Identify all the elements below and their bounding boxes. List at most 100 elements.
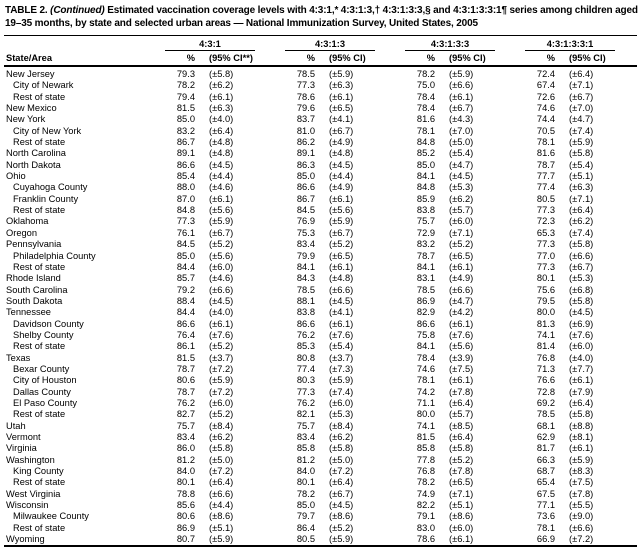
ci-cell: (±4.8) (209, 137, 234, 148)
pct-cell: 78.1 (536, 137, 556, 148)
ci-cell: (±6.6) (449, 80, 474, 91)
pct-cell: 83.4 (296, 432, 315, 442)
ci-cell: (±6.1) (449, 261, 474, 272)
column-group-431331: 4:3:1:3:3:1 (517, 36, 637, 51)
area-cell: Oregon (6, 227, 38, 238)
ci-cell: (±7.2) (569, 534, 594, 545)
pct-cell: 85.4 (176, 171, 195, 182)
pct-cell: 74.4 (536, 114, 556, 125)
pct-cell: 78.2 (296, 488, 315, 499)
ci-cell: (±4.8) (329, 148, 354, 159)
area-cell: Rhode Island (6, 273, 61, 284)
ci-cell: (±5.8) (569, 295, 594, 306)
ci-cell: (±6.1) (329, 318, 354, 329)
column-group-4313-label: 4:3:1:3 (285, 39, 376, 51)
ci-cell: (±6.0) (449, 522, 474, 533)
ci-cell: (±7.6) (569, 329, 594, 340)
ci-cell: (±5.2) (209, 341, 234, 352)
pct-cell: 76.1 (176, 227, 195, 238)
pct-cell: 86.3 (296, 159, 315, 170)
area-cell: Philadelphia County (13, 250, 96, 261)
ci-cell: (±6.1) (209, 193, 234, 204)
ci-cell: (±6.3) (569, 182, 594, 193)
series-header-row: 4:3:1 4:3:1:3 4:3:1:3:3 4:3:1:3:3:1 (4, 36, 637, 51)
table-row: Davidson County 86.6 (±6.1) 86.6 (±6.1) 86.6 (… (4, 319, 637, 330)
pct-cell: 76.2 (176, 397, 195, 408)
area-cell: Texas (6, 352, 31, 363)
pct-cell: 77.4 (296, 363, 315, 374)
pct-cell: 84.3 (296, 273, 315, 284)
table-title-prefix: TABLE 2. (5, 5, 48, 16)
pct-cell: 81.6 (536, 148, 556, 159)
ci-cell: (±5.1) (209, 522, 234, 533)
pct-cell: 88.4 (176, 295, 195, 306)
ci-cell: (±6.5) (329, 250, 354, 261)
ci-cell: (±6.0) (449, 216, 474, 227)
pct-cell: 76.9 (296, 216, 315, 227)
pct-cell: 80.5 (296, 534, 315, 545)
ci-cell: (±7.6) (449, 329, 474, 340)
ci-cell: (±8.6) (329, 511, 354, 522)
table-row: Rest of state 80.1 (±6.4) 80.1 (±6.4) 78.2 (±6… (4, 477, 637, 488)
pct-cell: 62.9 (536, 432, 556, 442)
area-cell: Virginia (6, 443, 37, 454)
ci-cell: (±4.5) (329, 295, 354, 306)
pct-cell: 85.2 (416, 148, 436, 159)
pct-cell: 85.0 (176, 250, 195, 261)
ci-cell: (±6.7) (209, 227, 234, 238)
pct-cell: 74.1 (536, 329, 556, 340)
ci-cell: (±5.2) (449, 239, 474, 250)
pct-cell: 77.3 (536, 239, 556, 250)
pct-cell: 80.1 (536, 273, 556, 284)
area-cell: Wyoming (6, 534, 45, 545)
area-cell: New York (6, 114, 46, 125)
table-row: Tennessee 84.4 (±4.0) 83.8 (±4.1) 82.9 (±4.2) 8… (4, 307, 637, 318)
pct-cell: 76.2 (296, 329, 315, 340)
ci-cell: (±5.0) (449, 137, 474, 148)
pct-cell: 84.4 (176, 261, 195, 272)
ci-cell: (±6.1) (329, 193, 354, 204)
pct-cell: 72.3 (536, 216, 556, 227)
area-cell: Rest of state (13, 522, 66, 533)
ci-cell: (±5.8) (569, 239, 594, 250)
ci-cell: (±4.1) (329, 114, 354, 125)
pct-cell: 81.5 (176, 352, 195, 363)
pct-cell: 81.0 (296, 125, 315, 136)
ci-cell: (±6.1) (209, 91, 234, 102)
table-row: Pennsylvania 84.5 (±5.2) 83.4 (±5.2) 83.2 (±5.… (4, 239, 637, 250)
ci-cell: (±4.5) (569, 307, 594, 318)
pct-cell: 85.0 (296, 171, 315, 182)
ci-cell: (±6.2) (329, 432, 354, 442)
area-cell: New Jersey (6, 69, 55, 79)
ci-cell: (±6.0) (569, 341, 594, 352)
ci-cell: (±7.5) (569, 477, 594, 488)
pct-cell: 81.5 (416, 432, 436, 442)
pct-cell: 74.6 (536, 103, 556, 114)
area-cell: South Carolina (6, 284, 68, 295)
ci-cell: (±4.7) (569, 114, 594, 125)
ci-cell: (±7.7) (569, 363, 594, 374)
pct-cell: 84.5 (296, 205, 315, 216)
pct-cell: 76.4 (176, 329, 195, 340)
ci-cell: (±6.6) (329, 284, 354, 295)
ci-cell: (±4.9) (449, 273, 474, 284)
ci-cell: (±8.3) (569, 466, 594, 477)
area-cell: King County (13, 466, 64, 477)
pct-cell: 81.2 (296, 454, 315, 465)
ci-cell: (±4.9) (329, 182, 354, 193)
ci-cell: (±7.8) (449, 466, 474, 477)
ci-cell: (±7.4) (329, 386, 354, 397)
table-row: City of New York 83.2 (±6.4) 81.0 (±6.7) 78.1… (4, 126, 637, 137)
pct-cell: 78.2 (416, 477, 436, 488)
pct-cell: 85.7 (176, 273, 195, 284)
ci-cell: (±6.5) (449, 477, 474, 488)
pct-cell: 78.6 (296, 91, 315, 102)
pct-cell: 77.7 (536, 171, 556, 182)
pct-cell: 85.3 (296, 341, 315, 352)
column-group-43133: 4:3:1:3:3 (397, 36, 517, 51)
ci-cell: (±5.7) (449, 205, 474, 216)
pct-cell: 78.4 (416, 352, 436, 363)
pct-cell: 79.6 (296, 103, 315, 114)
pct-cell: 85.0 (296, 500, 315, 511)
table-row: North Dakota 86.6 (±4.5) 86.3 (±4.5) 85.0 (±4.… (4, 160, 637, 171)
